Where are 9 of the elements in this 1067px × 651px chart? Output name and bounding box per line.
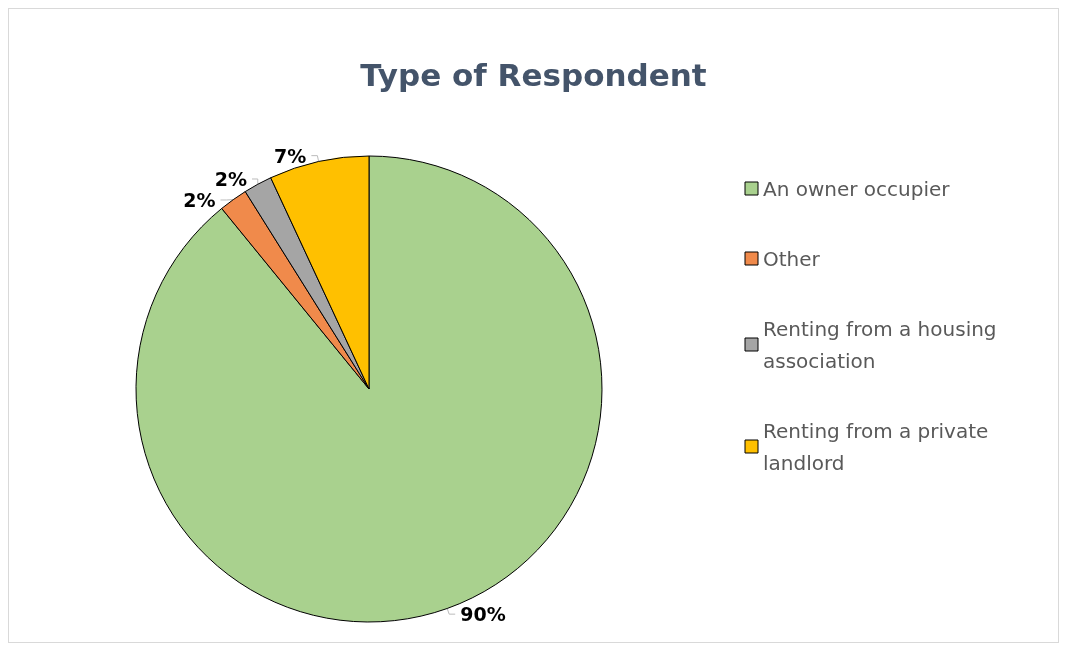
chart-title: Type of Respondent: [360, 56, 707, 93]
data-label: 2%: [214, 167, 247, 190]
legend-label: An owner occupier: [763, 176, 951, 201]
data-label: 90%: [460, 603, 506, 626]
data-label: 7%: [274, 144, 307, 167]
legend-label: Other: [763, 246, 821, 271]
data-label: 2%: [183, 188, 216, 211]
legend-label: Renting from a housing association: [763, 316, 1003, 373]
legend-label: Renting from a private landlord: [763, 418, 995, 475]
